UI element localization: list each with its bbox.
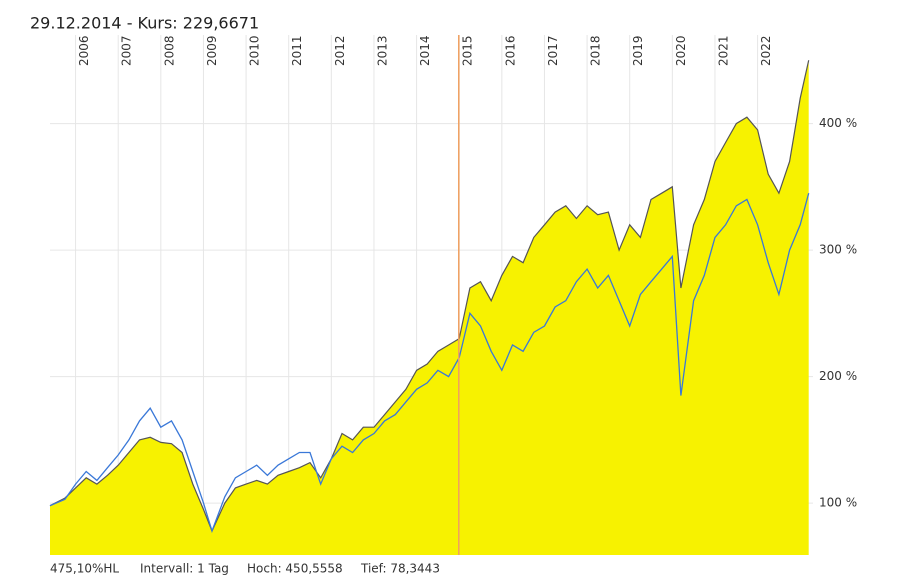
x-tick-label: 2014 [418,35,432,66]
x-tick-label: 2019 [631,35,645,66]
footer-text: Hoch: 450,5558 [247,562,343,576]
y-tick-label: 100 % [819,496,857,510]
y-tick-label: 200 % [819,369,857,383]
x-tick-label: 2013 [375,35,389,66]
area-outline [49,60,810,533]
x-tick-label: 2020 [674,35,688,66]
x-tick-label: 2010 [248,35,262,66]
x-tick-label: 2006 [77,35,91,66]
x-tick-label: 2018 [589,35,603,66]
x-tick-label: 2011 [290,35,304,66]
area [50,60,809,556]
y-tick-label: 400 % [819,116,857,130]
x-tick-label: 2016 [503,35,517,66]
footer-text: 475,10%HL [50,562,119,576]
x-tick-label: 2012 [333,35,347,66]
x-tick-label: 2008 [162,35,176,66]
y-tick-label: 300 % [819,243,857,257]
footer-text: Tief: 78,3443 [360,562,440,576]
x-tick-label: 2015 [461,35,475,66]
x-tick-label: 2017 [546,35,560,66]
x-tick-label: 2007 [120,35,134,66]
footer-text: Intervall: 1 Tag [140,562,229,576]
x-tick-label: 2022 [759,35,773,66]
x-tick-label: 2021 [716,35,730,66]
x-tick-label: 2009 [205,35,219,66]
line [49,193,810,534]
chart-title: 29.12.2014 - Kurs: 229,6671 [30,14,259,33]
